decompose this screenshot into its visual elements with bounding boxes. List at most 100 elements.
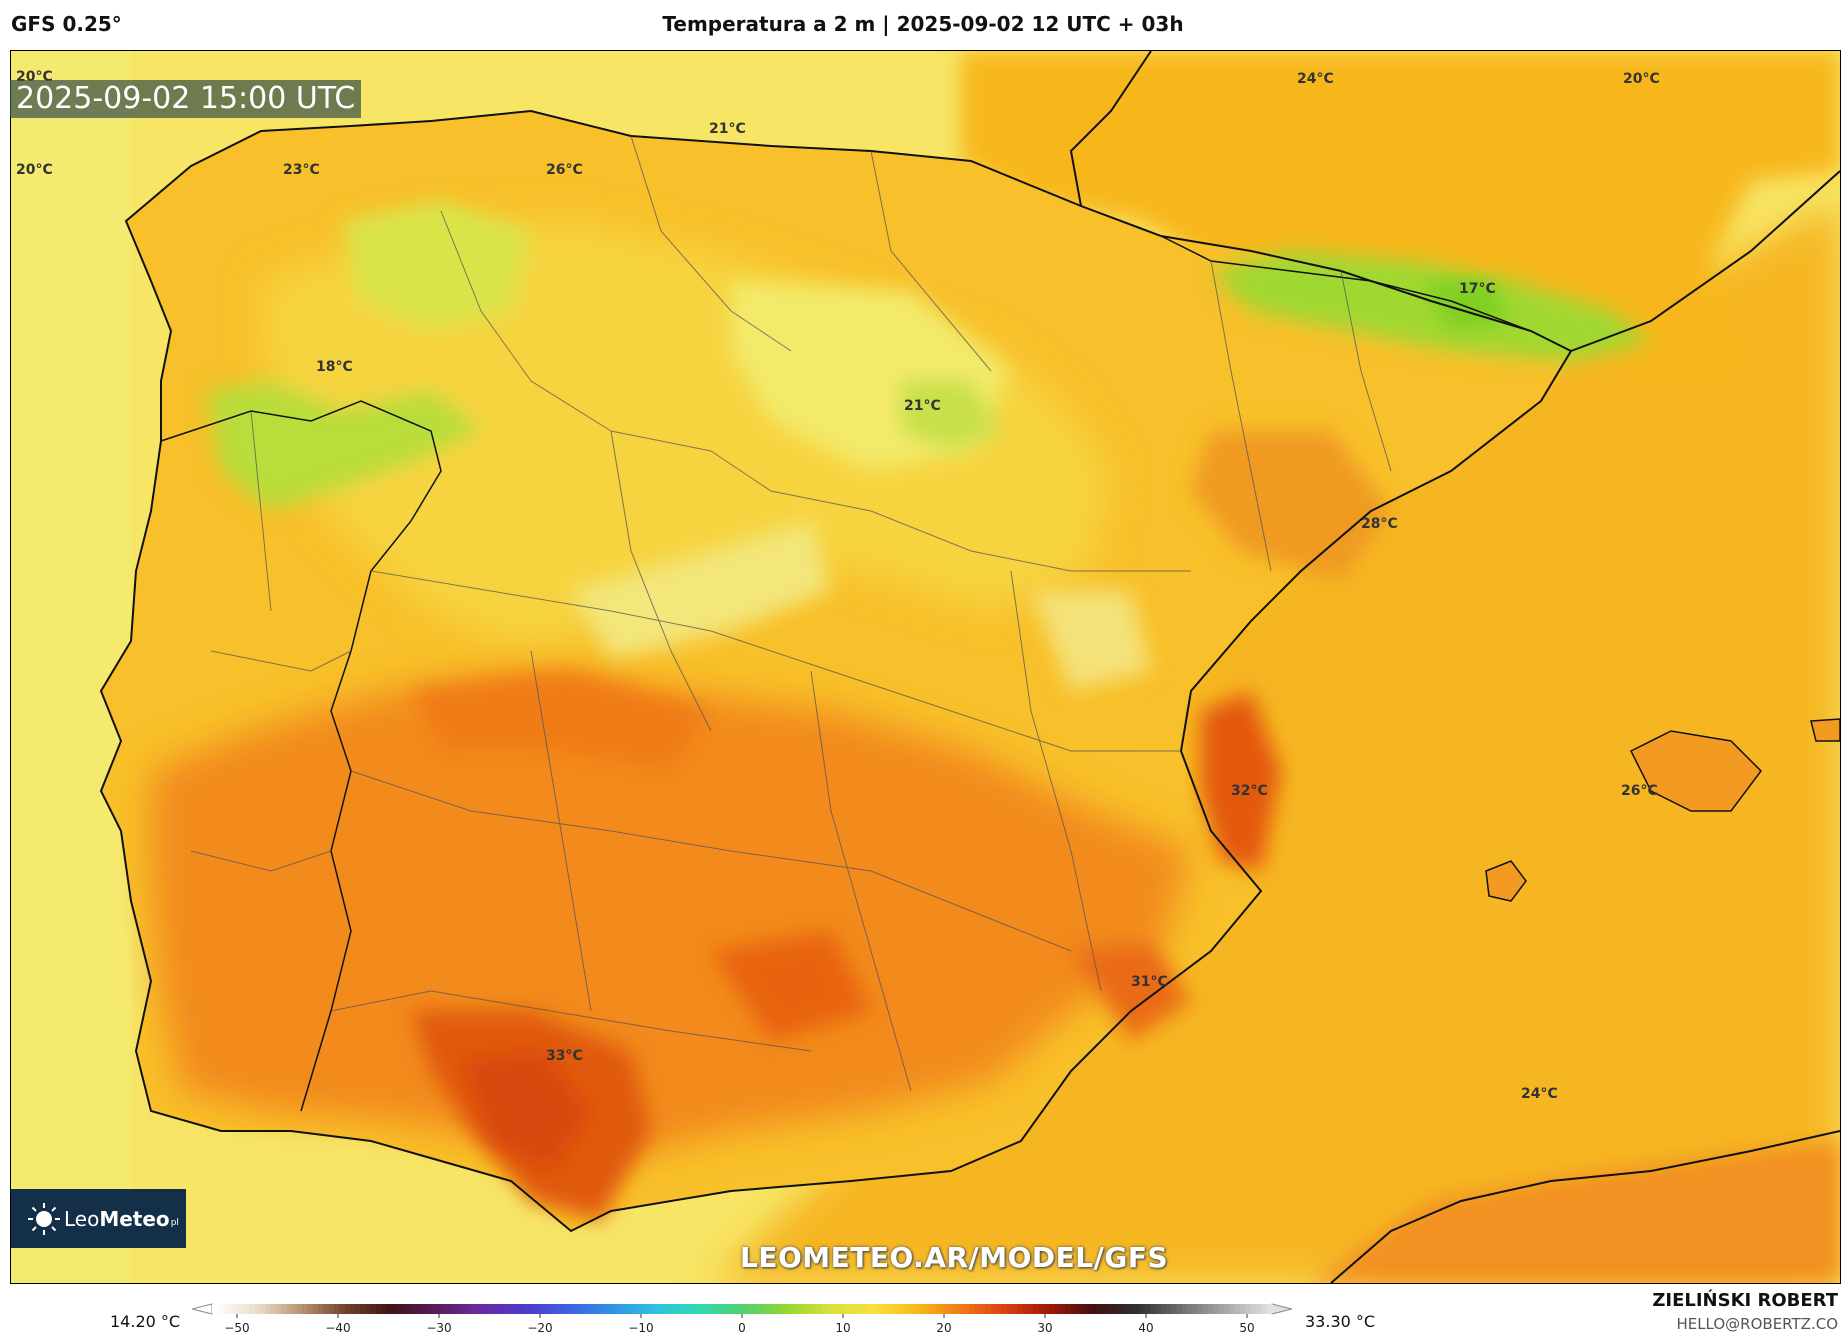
colorbar-cell (673, 1304, 679, 1314)
sun-icon (28, 1202, 60, 1235)
logo-text-bold: Meteo (99, 1206, 170, 1231)
website-watermark: LEOMETEO.AR/MODEL/GFS (740, 1241, 1169, 1274)
colorbar-cell (805, 1304, 812, 1314)
colorbar-cell (916, 1304, 923, 1314)
colorbar-cell (969, 1304, 976, 1314)
colorbar-cell (450, 1304, 457, 1314)
colorbar-cell (265, 1304, 271, 1314)
colorbar-cell (885, 1304, 891, 1314)
colorbar-cell (1107, 1304, 1114, 1314)
temp-label-soria: 21°C (904, 398, 941, 414)
colorbar-cell (694, 1304, 701, 1314)
colorbar-cell (736, 1304, 743, 1314)
colorbar-cell (439, 1304, 446, 1314)
colorbar-cell (784, 1304, 791, 1314)
colorbar-cell (932, 1304, 939, 1314)
france-mediterranean-coastline (1570, 170, 1840, 352)
colorbar-cell (795, 1304, 801, 1314)
colorbar-cell (1250, 1304, 1257, 1314)
colorbar-cell (1054, 1304, 1061, 1314)
header-bar: GFS 0.25° Temperatura a 2 m | 2025-09-02… (0, 0, 1846, 50)
temperature-map: 20°C 20°C 23°C 26°C 21°C 24°C 20°C 18°C … (10, 50, 1841, 1284)
colorbar-cell (832, 1304, 838, 1314)
colorbar-cell (683, 1304, 690, 1314)
colorbar-cell (249, 1304, 255, 1314)
colorbar-tick-label: 40 (1138, 1321, 1153, 1335)
colorbar-cell (959, 1304, 966, 1314)
colorbar-cell (598, 1304, 605, 1314)
temp-label-murcia: 31°C (1131, 974, 1168, 990)
colorbar-cell (1150, 1304, 1156, 1314)
colorbar-cell (768, 1304, 775, 1314)
colorbar-cell (418, 1304, 425, 1314)
colorbar-cell (657, 1304, 664, 1314)
colorbar-cell (863, 1304, 870, 1314)
colorbar-cell (1075, 1304, 1082, 1314)
colorbar-cell (1118, 1304, 1125, 1314)
colorbar-cell (1139, 1304, 1146, 1314)
colorbar-cell (339, 1304, 346, 1314)
ebro-warm-region (1191, 431, 1391, 581)
colorbar-cell (1086, 1304, 1093, 1314)
temp-label-ebro: 28°C (1361, 516, 1398, 532)
colorbar-cell (710, 1304, 717, 1314)
colorbar-cell (312, 1304, 319, 1314)
colorbar-cell (1245, 1304, 1252, 1314)
south-hot-region (151, 671, 1191, 1161)
andalusia-hottest-region (461, 1051, 591, 1171)
colorbar-cell (307, 1304, 314, 1314)
colorbar-min-value: 14.20 °C (110, 1312, 181, 1331)
colorbar-cell (1038, 1304, 1045, 1314)
france-atlantic-coastline (1069, 51, 1152, 207)
colorbar-cell (355, 1304, 361, 1314)
temp-label-alboran: 24°C (1521, 1086, 1558, 1102)
colorbar-cell (551, 1304, 558, 1314)
colorbar-ticks: −50 −40 −30 −20 −10 0 10 20 30 40 50 (224, 1314, 1255, 1335)
colorbar-cell (243, 1304, 250, 1314)
soria-cool-region (901, 381, 1001, 451)
colorbar-cell (715, 1304, 722, 1314)
colorbar-cell (238, 1304, 245, 1314)
colorbar-cell (461, 1304, 467, 1314)
colorbar-cell (349, 1304, 356, 1314)
colorbar-cell (434, 1304, 441, 1314)
colorbar-cell (1213, 1304, 1220, 1314)
colorbar-cell (328, 1304, 335, 1314)
colorbar-cell (487, 1304, 494, 1314)
colorbar-cell (858, 1304, 865, 1314)
france-land (961, 51, 1840, 391)
forecast-timestamp-badge: 2025-09-02 15:00 UTC (10, 80, 362, 118)
colorbar-cell (922, 1304, 929, 1314)
colorbar-cell (641, 1304, 648, 1314)
colorbar-cell (286, 1304, 293, 1314)
colorbar-cell (1065, 1304, 1072, 1314)
colorbar-cell (726, 1304, 732, 1314)
colorbar-cell (508, 1304, 515, 1314)
colorbar-cell (1134, 1304, 1141, 1314)
colorbar-cell (482, 1304, 489, 1314)
colorbar-cell (996, 1304, 1003, 1314)
colorbar-cell (752, 1304, 759, 1314)
colorbar-cell (323, 1304, 330, 1314)
colorbar-cell (376, 1304, 383, 1314)
colorbar-cell (1017, 1304, 1024, 1314)
colorbar-cell (1176, 1304, 1183, 1314)
colorbar-cell (678, 1304, 685, 1314)
colorbar-max-arrow (1271, 1303, 1292, 1315)
colorbar-cell (1144, 1304, 1151, 1314)
colorbar-cell (593, 1304, 600, 1314)
colorbar-cell (1155, 1304, 1162, 1314)
colorbar-tick-label: 0 (738, 1321, 746, 1335)
colorbar-cell (588, 1304, 595, 1314)
colorbar-max-value: 33.30 °C (1305, 1312, 1376, 1331)
colorbar-cell (408, 1304, 414, 1314)
regional-borders (190, 135, 1392, 1092)
colorbar-cell (1123, 1304, 1130, 1314)
colorbar-cell (530, 1304, 536, 1314)
logo-text: LeoMeteo (64, 1207, 170, 1231)
colorbar-cell (842, 1304, 849, 1314)
colorbar-cell (1049, 1304, 1056, 1314)
colorbar-cell (514, 1304, 520, 1314)
colorbar-cell (1192, 1304, 1199, 1314)
colorbar-tick-label: 20 (936, 1321, 951, 1335)
